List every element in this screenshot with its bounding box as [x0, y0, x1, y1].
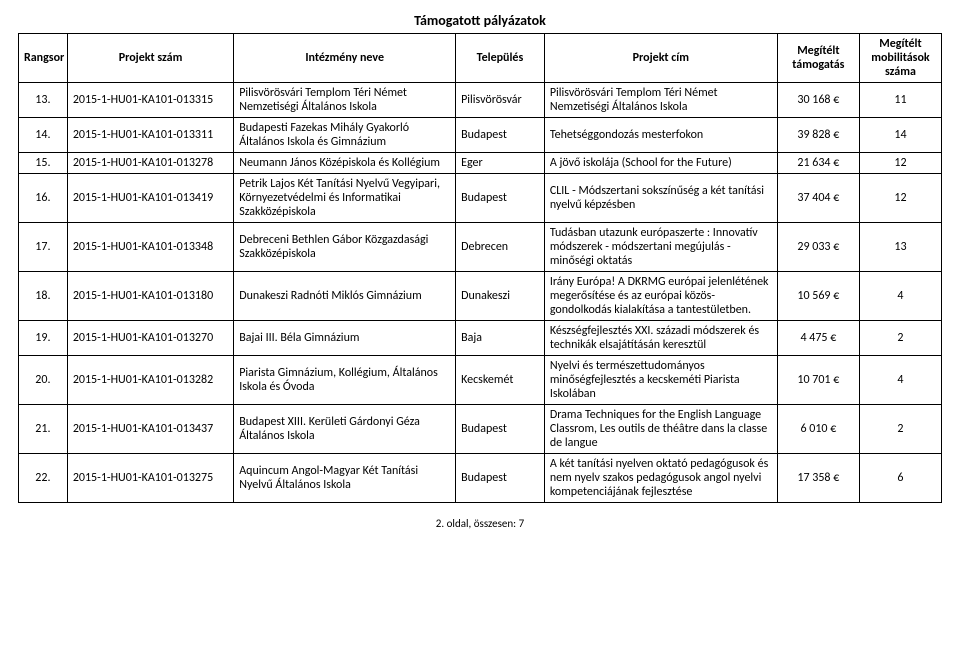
- cell-grant: 39 828 €: [777, 118, 859, 153]
- cell-pnum: 2015-1-HU01-KA101-013270: [67, 321, 233, 356]
- cell-ptitle: Tudásban utazunk európaszerte : Innovatí…: [544, 223, 777, 272]
- cell-rank: 16.: [19, 174, 68, 223]
- table-header-row: Rangsor Projekt szám Intézmény neve Tele…: [19, 34, 942, 83]
- table-row: 16.2015-1-HU01-KA101-013419Petrik Lajos …: [19, 174, 942, 223]
- cell-mob: 6: [859, 454, 941, 503]
- cell-town: Baja: [456, 321, 545, 356]
- cell-inst: Budapesti Fazekas Mihály Gyakorló Általá…: [234, 118, 456, 153]
- page-title: Támogatott pályázatok: [18, 12, 942, 29]
- cell-town: Budapest: [456, 454, 545, 503]
- cell-rank: 15.: [19, 153, 68, 174]
- cell-rank: 13.: [19, 83, 68, 118]
- cell-inst: Petrik Lajos Két Tanítási Nyelvű Vegyipa…: [234, 174, 456, 223]
- cell-rank: 14.: [19, 118, 68, 153]
- cell-rank: 17.: [19, 223, 68, 272]
- cell-ptitle: Készségfejlesztés XXI. századi módszerek…: [544, 321, 777, 356]
- cell-town: Dunakeszi: [456, 272, 545, 321]
- cell-town: Debrecen: [456, 223, 545, 272]
- cell-ptitle: Drama Techniques for the English Languag…: [544, 405, 777, 454]
- table-row: 20.2015-1-HU01-KA101-013282Piarista Gimn…: [19, 356, 942, 405]
- table-row: 22.2015-1-HU01-KA101-013275Aquincum Ango…: [19, 454, 942, 503]
- cell-town: Pilisvörösvár: [456, 83, 545, 118]
- table-row: 17.2015-1-HU01-KA101-013348Debreceni Bet…: [19, 223, 942, 272]
- col-ptitle: Projekt cím: [544, 34, 777, 83]
- cell-rank: 19.: [19, 321, 68, 356]
- cell-grant: 30 168 €: [777, 83, 859, 118]
- cell-ptitle: A jövő iskolája (School for the Future): [544, 153, 777, 174]
- cell-grant: 6 010 €: [777, 405, 859, 454]
- cell-rank: 21.: [19, 405, 68, 454]
- col-town: Település: [456, 34, 545, 83]
- cell-town: Kecskemét: [456, 356, 545, 405]
- cell-grant: 10 701 €: [777, 356, 859, 405]
- cell-grant: 17 358 €: [777, 454, 859, 503]
- page-footer: 2. oldal, összesen: 7: [18, 517, 942, 530]
- table-row: 19.2015-1-HU01-KA101-013270Bajai III. Bé…: [19, 321, 942, 356]
- col-mob: Megítélt mobilitások száma: [859, 34, 941, 83]
- cell-inst: Budapest XIII. Kerületi Gárdonyi Géza Ál…: [234, 405, 456, 454]
- table-row: 13.2015-1-HU01-KA101-013315Pilisvörösvár…: [19, 83, 942, 118]
- cell-mob: 13: [859, 223, 941, 272]
- cell-mob: 14: [859, 118, 941, 153]
- col-pnum: Projekt szám: [67, 34, 233, 83]
- cell-town: Budapest: [456, 405, 545, 454]
- cell-grant: 29 033 €: [777, 223, 859, 272]
- table-row: 15.2015-1-HU01-KA101-013278Neumann János…: [19, 153, 942, 174]
- cell-town: Budapest: [456, 118, 545, 153]
- cell-ptitle: Tehetséggondozás mesterfokon: [544, 118, 777, 153]
- cell-ptitle: Nyelvi és természettudományos minőségfej…: [544, 356, 777, 405]
- cell-ptitle: CLIL - Módszertani sokszínűség a két tan…: [544, 174, 777, 223]
- cell-pnum: 2015-1-HU01-KA101-013419: [67, 174, 233, 223]
- cell-pnum: 2015-1-HU01-KA101-013437: [67, 405, 233, 454]
- cell-grant: 4 475 €: [777, 321, 859, 356]
- cell-pnum: 2015-1-HU01-KA101-013282: [67, 356, 233, 405]
- cell-ptitle: Irány Európa! A DKRMG európai jelenlétén…: [544, 272, 777, 321]
- table-row: 21.2015-1-HU01-KA101-013437Budapest XIII…: [19, 405, 942, 454]
- cell-inst: Neumann János Középiskola és Kollégium: [234, 153, 456, 174]
- table-row: 18.2015-1-HU01-KA101-013180Dunakeszi Rad…: [19, 272, 942, 321]
- cell-inst: Pilisvörösvári Templom Téri Német Nemzet…: [234, 83, 456, 118]
- cell-inst: Bajai III. Béla Gimnázium: [234, 321, 456, 356]
- cell-rank: 22.: [19, 454, 68, 503]
- col-grant: Megítélt támogatás: [777, 34, 859, 83]
- cell-pnum: 2015-1-HU01-KA101-013180: [67, 272, 233, 321]
- cell-pnum: 2015-1-HU01-KA101-013311: [67, 118, 233, 153]
- cell-inst: Dunakeszi Radnóti Miklós Gimnázium: [234, 272, 456, 321]
- cell-mob: 11: [859, 83, 941, 118]
- cell-inst: Piarista Gimnázium, Kollégium, Általános…: [234, 356, 456, 405]
- cell-pnum: 2015-1-HU01-KA101-013315: [67, 83, 233, 118]
- cell-grant: 21 634 €: [777, 153, 859, 174]
- cell-mob: 4: [859, 356, 941, 405]
- cell-rank: 18.: [19, 272, 68, 321]
- cell-mob: 2: [859, 321, 941, 356]
- cell-grant: 10 569 €: [777, 272, 859, 321]
- cell-ptitle: Pilisvörösvári Templom Téri Német Nemzet…: [544, 83, 777, 118]
- cell-mob: 4: [859, 272, 941, 321]
- cell-mob: 12: [859, 153, 941, 174]
- cell-rank: 20.: [19, 356, 68, 405]
- cell-town: Eger: [456, 153, 545, 174]
- cell-ptitle: A két tanítási nyelven oktató pedagóguso…: [544, 454, 777, 503]
- cell-pnum: 2015-1-HU01-KA101-013275: [67, 454, 233, 503]
- cell-pnum: 2015-1-HU01-KA101-013348: [67, 223, 233, 272]
- cell-inst: Aquincum Angol-Magyar Két Tanítási Nyelv…: [234, 454, 456, 503]
- cell-pnum: 2015-1-HU01-KA101-013278: [67, 153, 233, 174]
- cell-mob: 12: [859, 174, 941, 223]
- cell-inst: Debreceni Bethlen Gábor Közgazdasági Sza…: [234, 223, 456, 272]
- table-row: 14.2015-1-HU01-KA101-013311Budapesti Faz…: [19, 118, 942, 153]
- cell-grant: 37 404 €: [777, 174, 859, 223]
- cell-mob: 2: [859, 405, 941, 454]
- cell-town: Budapest: [456, 174, 545, 223]
- col-inst: Intézmény neve: [234, 34, 456, 83]
- grants-table: Rangsor Projekt szám Intézmény neve Tele…: [18, 33, 942, 503]
- col-rank: Rangsor: [19, 34, 68, 83]
